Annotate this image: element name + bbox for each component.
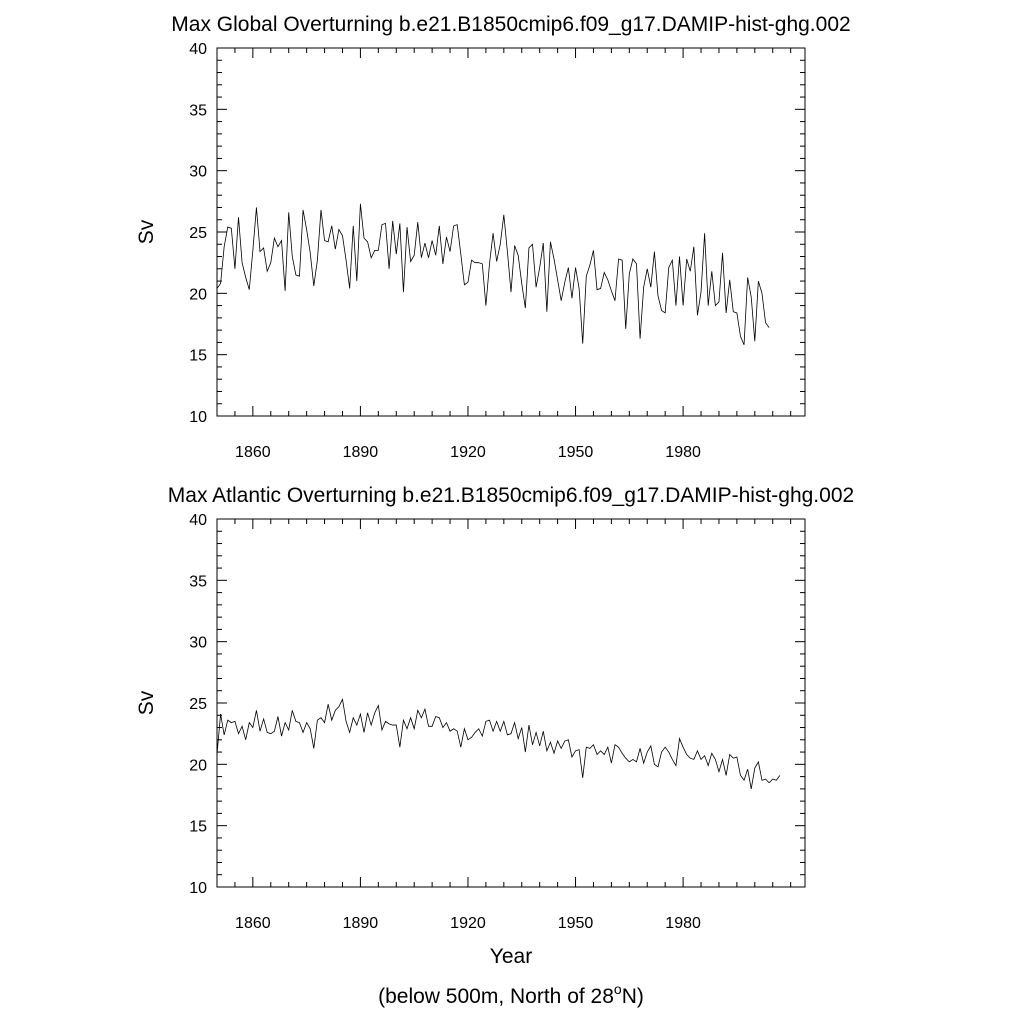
atlantic-y-tick-label: 20 — [189, 757, 207, 774]
x-axis-label: Year — [490, 945, 532, 968]
atlantic-x-tick-label: 1920 — [450, 915, 486, 932]
atlantic-y-tick-label: 15 — [189, 819, 207, 836]
atlantic-x-tick-label: 1980 — [665, 915, 701, 932]
atlantic-axis-ticks — [216, 518, 805, 888]
global-y-axis-label: Sv — [135, 219, 158, 244]
atlantic-chart-title: Max Atlantic Overturning b.e21.B1850cmip… — [168, 484, 854, 507]
global-x-tick-labels: 1860 1890 1920 1950 1980 — [235, 444, 701, 461]
global-x-tick-label: 1980 — [665, 444, 701, 461]
subtitle-degree: o — [614, 981, 622, 997]
global-x-tick-label: 1860 — [235, 444, 271, 461]
chart-subtitle: (below 500m, North of 28oN) — [378, 981, 644, 1008]
atlantic-y-tick-labels: 10 15 20 25 30 35 40 — [189, 512, 207, 897]
global-y-tick-label: 10 — [189, 409, 207, 426]
global-y-tick-label: 30 — [189, 164, 207, 181]
global-y-tick-label: 15 — [189, 348, 207, 365]
atlantic-y-tick-label: 30 — [189, 635, 207, 652]
global-overturning-series — [216, 203, 770, 346]
subtitle-text: (below 500m, North of 28 — [378, 985, 614, 1008]
atlantic-x-tick-label: 1890 — [343, 915, 379, 932]
global-y-tick-label: 25 — [189, 225, 207, 242]
subtitle-suffix: N) — [622, 985, 644, 1008]
global-y-tick-label: 35 — [189, 102, 207, 119]
global-x-tick-label: 1950 — [558, 444, 594, 461]
atlantic-y-tick-label: 40 — [189, 512, 207, 529]
global-chart-title: Max Global Overturning b.e21.B1850cmip6.… — [171, 13, 850, 36]
atlantic-overturning-series — [216, 698, 781, 789]
global-y-tick-labels: 10 15 20 25 30 35 40 — [189, 41, 207, 426]
global-y-tick-label: 40 — [189, 41, 207, 58]
global-plot-frame — [216, 47, 806, 417]
atlantic-y-tick-label: 25 — [189, 696, 207, 713]
atlantic-y-tick-label: 10 — [189, 880, 207, 897]
atlantic-x-tick-labels: 1860 1890 1920 1950 1980 — [235, 915, 701, 932]
atlantic-y-tick-label: 35 — [189, 573, 207, 590]
global-x-tick-label: 1920 — [450, 444, 486, 461]
atlantic-overturning-panel: Max Atlantic Overturning b.e21.B1850cmip… — [135, 484, 854, 1008]
global-axis-ticks — [216, 47, 805, 417]
atlantic-x-tick-label: 1950 — [558, 915, 594, 932]
global-y-tick-label: 20 — [189, 286, 207, 303]
atlantic-x-tick-label: 1860 — [235, 915, 271, 932]
atlantic-y-axis-label: Sv — [135, 690, 158, 715]
atlantic-plot-frame — [216, 518, 806, 888]
global-x-tick-label: 1890 — [343, 444, 379, 461]
global-overturning-panel: Max Global Overturning b.e21.B1850cmip6.… — [135, 13, 851, 461]
